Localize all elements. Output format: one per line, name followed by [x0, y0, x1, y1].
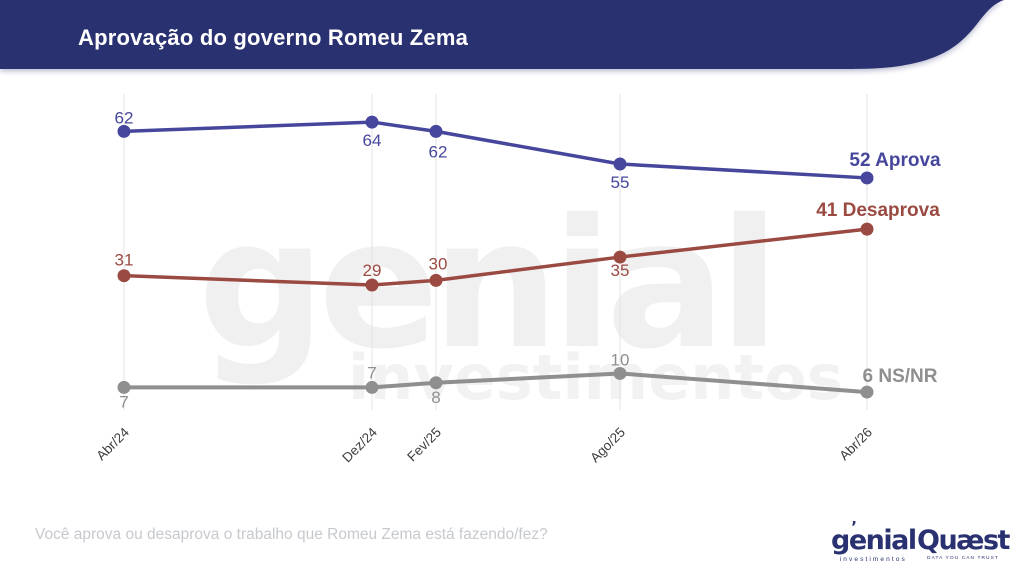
data-point	[365, 115, 379, 129]
genial-logo: ’ genial investimentos	[831, 520, 917, 564]
data-point	[117, 124, 131, 138]
genial-logo-subtext: investimentos	[839, 556, 907, 563]
quaest-logo-subtext: data you can trust	[927, 556, 999, 561]
data-point	[117, 380, 131, 394]
x-axis-tick-label: Ago/25	[587, 425, 628, 466]
data-point-label: 7	[367, 363, 376, 382]
data-point	[860, 385, 874, 399]
data-point-label: 55	[611, 173, 630, 192]
data-point-label: 29	[363, 261, 382, 280]
data-point	[613, 250, 627, 264]
x-axis-tick-label: Dez/24	[339, 424, 380, 465]
data-point-label: 31	[115, 251, 134, 270]
data-point-label: 30	[429, 254, 448, 273]
data-point-label: 7	[119, 392, 128, 411]
genial-logo-wordmark: ’ genial	[831, 520, 917, 556]
data-point-label: 8	[431, 388, 440, 407]
data-point	[429, 376, 443, 390]
data-point	[365, 380, 379, 394]
data-point-label: 62	[429, 142, 448, 161]
x-axis-tick-label: Fev/25	[404, 425, 444, 465]
genial-logo-text: genial	[831, 525, 917, 556]
x-axis-tick-label: Abr/26	[836, 425, 875, 464]
data-point-label: 62	[115, 108, 134, 127]
data-point	[860, 222, 874, 236]
data-point	[117, 269, 131, 283]
series-end-label: 6 NS/NR	[863, 366, 938, 387]
series-line-nsnr	[122, 371, 869, 395]
data-point	[429, 273, 443, 287]
series-line-aprova	[122, 120, 869, 180]
approval-line-chart: Abr/24 Dez/24 Fev/25 Ago/25 Abr/26 62 64 62 55 52…	[93, 94, 941, 466]
series-end-label: 41 Desaprova	[816, 200, 940, 221]
series-end-label: 52 Aprova	[849, 150, 941, 171]
data-point-label: 35	[611, 261, 630, 280]
data-point	[365, 278, 379, 292]
data-point	[613, 366, 627, 380]
data-point	[860, 171, 874, 185]
data-point	[429, 124, 443, 138]
series-line-desaprova	[122, 227, 869, 287]
data-point-label: 64	[363, 131, 382, 150]
page-title: Aprovação do governo Romeu Zema	[78, 25, 469, 50]
survey-question: Você aprova ou desaprova o trabalho que …	[35, 526, 548, 543]
genial-logo-tick: ’	[851, 518, 857, 536]
x-axis-tick-label: Abr/24	[93, 424, 132, 463]
data-point-label: 10	[611, 350, 630, 369]
quaest-logo: Quæst data you can trust	[917, 525, 1010, 561]
data-point	[613, 157, 627, 171]
quaest-logo-text: Quæst	[917, 525, 1010, 556]
approval-line-chart-svg: Abr/24 Dez/24 Fev/25 Ago/25 Abr/26 62 64 62 55 52…	[93, 94, 941, 466]
